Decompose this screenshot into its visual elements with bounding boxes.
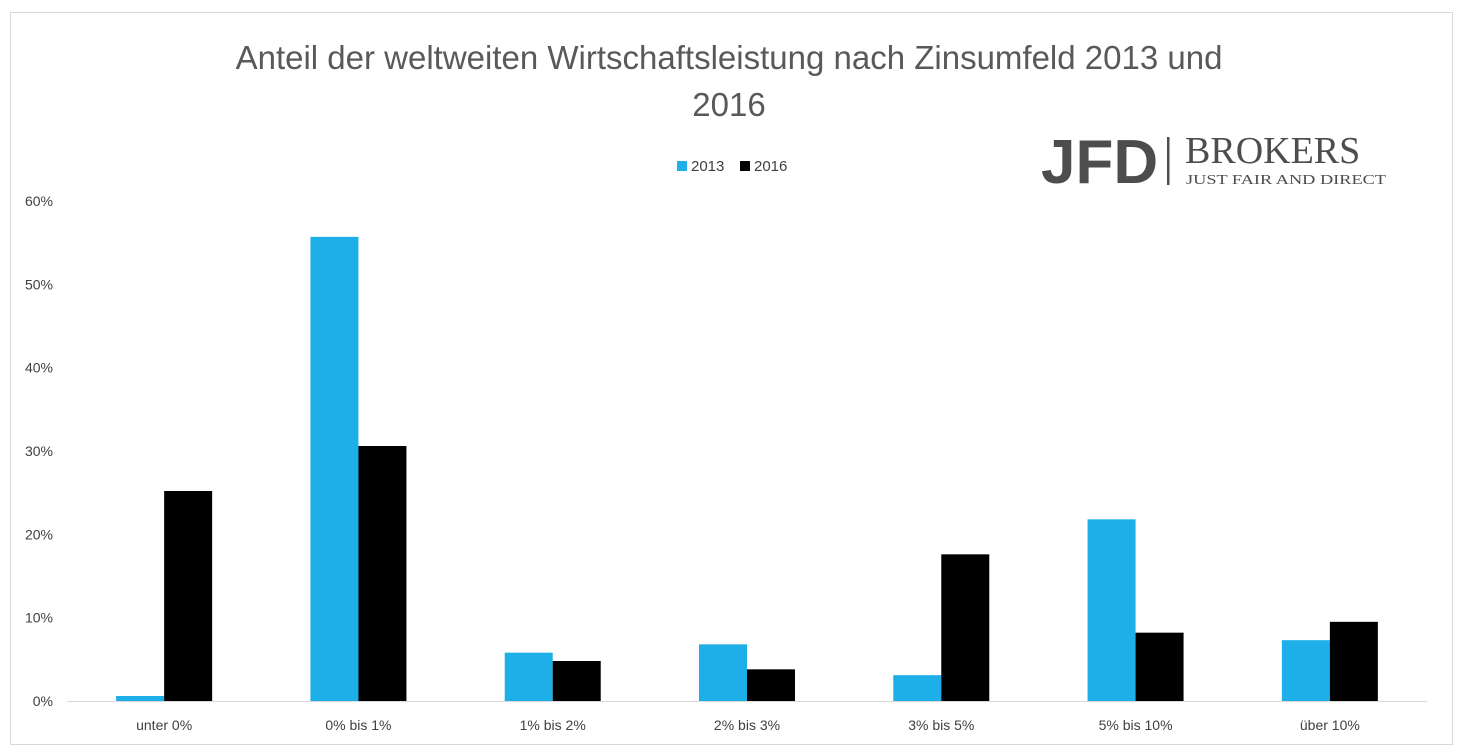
bar-2013-2: [504, 652, 553, 701]
logo-wordmark: JFD: [1041, 128, 1158, 197]
legend-swatch: [677, 161, 687, 171]
logo-tagline: JUST FAIR AND DIRECT: [1186, 172, 1387, 187]
y-axis: 0% 10% 20% 30% 40% 50% 60%: [25, 193, 53, 709]
logo-name: BROKERS: [1185, 130, 1360, 172]
legend: 2013 2016: [677, 158, 787, 175]
bar-2013-6: [1281, 640, 1330, 701]
chart-svg: Anteil der weltweiten Wirtschaftsleistun…: [25, 39, 1427, 733]
bar-2016-5: [1135, 632, 1184, 701]
chart-title: Anteil der weltweiten Wirtschaftsleistun…: [236, 39, 1223, 123]
bar-2013-0: [116, 696, 165, 701]
chart-frame: Anteil der weltweiten Wirtschaftsleistun…: [10, 12, 1453, 745]
bar-2016-4: [941, 554, 990, 701]
y-tick-label: 50%: [25, 276, 53, 292]
y-tick-label: 30%: [25, 443, 53, 459]
y-tick-label: 40%: [25, 360, 53, 376]
bar-2016-1: [358, 446, 407, 701]
bars: [116, 236, 1378, 702]
x-tick-label: 2% bis 3%: [714, 717, 780, 733]
jfd-brokers-logo: JFD BROKERS JUST FAIR AND DIRECT: [1041, 128, 1387, 197]
x-axis: unter 0% 0% bis 1% 1% bis 2% 2% bis 3% 3% bi…: [67, 701, 1427, 733]
chart-title-line: Anteil der weltweiten Wirtschaftsleistun…: [236, 39, 1223, 76]
y-tick-label: 20%: [25, 526, 53, 542]
x-tick-label: 0% bis 1%: [325, 717, 391, 733]
x-tick-label: unter 0%: [136, 717, 192, 733]
bar-2016-0: [164, 491, 213, 701]
legend-swatch: [740, 161, 750, 171]
bar-2016-3: [747, 669, 795, 701]
x-tick-label: über 10%: [1300, 717, 1360, 733]
x-tick-label: 1% bis 2%: [520, 717, 586, 733]
bar-2013-5: [1087, 519, 1136, 701]
x-tick-label: 5% bis 10%: [1099, 717, 1173, 733]
bar-2013-3: [699, 644, 747, 701]
legend-label: 2016: [754, 158, 787, 175]
y-tick-label: 10%: [25, 610, 53, 626]
logo-divider: [1167, 137, 1170, 185]
bar-2016-6: [1329, 621, 1378, 701]
bar-2013-4: [893, 675, 942, 701]
legend-label: 2013: [691, 158, 724, 175]
x-tick-label: 3% bis 5%: [908, 717, 974, 733]
y-tick-label: 0%: [33, 693, 53, 709]
bar-2016-2: [552, 661, 601, 701]
y-tick-label: 60%: [25, 193, 53, 209]
bar-2013-1: [310, 236, 359, 702]
chart-title-line: 2016: [692, 86, 765, 123]
